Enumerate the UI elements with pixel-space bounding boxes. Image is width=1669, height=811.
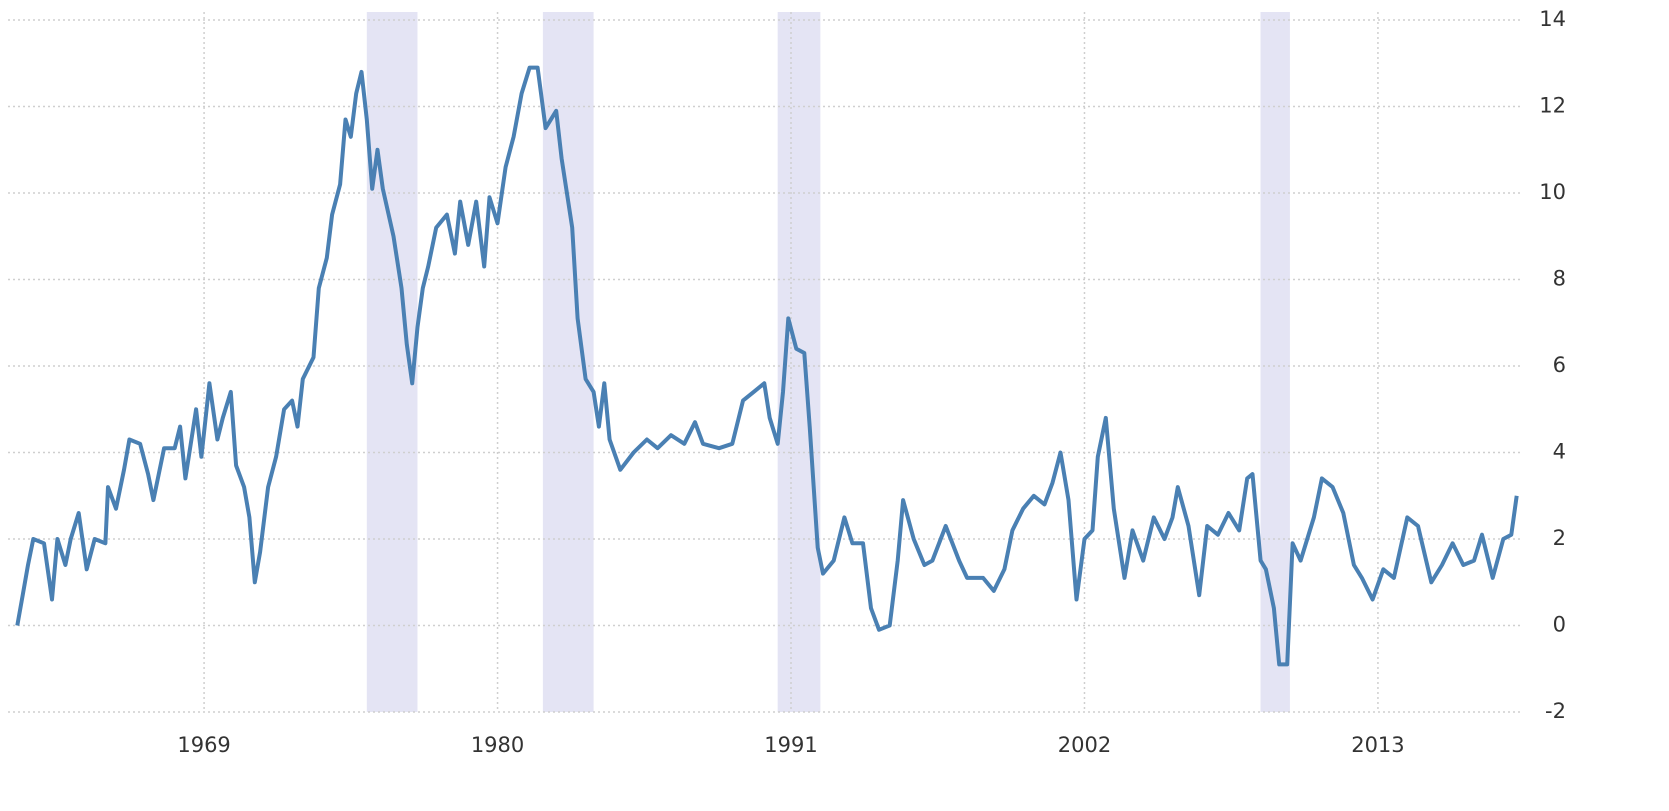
- x-tick-label: 1969: [177, 733, 230, 757]
- x-tick-label: 1991: [764, 733, 817, 757]
- y-tick-label: 0: [1553, 613, 1566, 637]
- y-tick-label: 8: [1553, 267, 1566, 291]
- data-line: [15, 65, 1519, 667]
- y-tick-label: 6: [1553, 353, 1566, 377]
- x-tick-label: 2013: [1351, 733, 1404, 757]
- shaded-period: [1260, 12, 1290, 712]
- y-tick-label: 14: [1539, 7, 1566, 31]
- y-tick-label: 4: [1553, 440, 1566, 464]
- x-tick-label: 1980: [471, 733, 524, 757]
- y-tick-label: -2: [1545, 699, 1566, 723]
- y-tick-label: 10: [1539, 180, 1566, 204]
- y-tick-label: 2: [1553, 526, 1566, 550]
- x-tick-label: 2002: [1058, 733, 1111, 757]
- y-tick-label: 12: [1539, 94, 1566, 118]
